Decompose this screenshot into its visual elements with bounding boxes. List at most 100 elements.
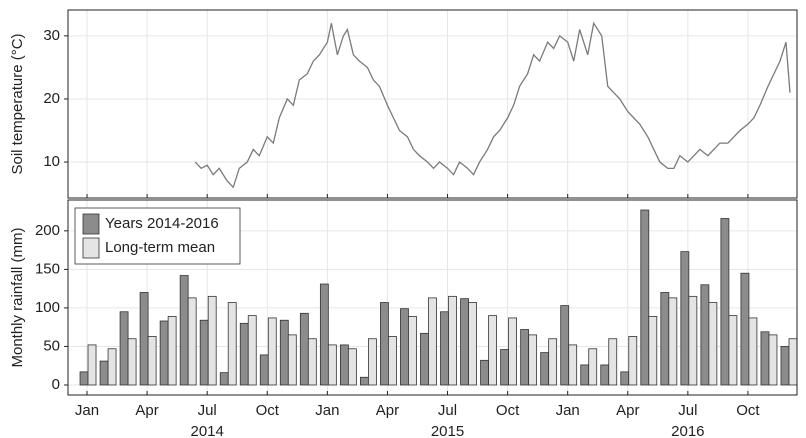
x-tick-label: Jan [556, 402, 580, 419]
bar [119, 311, 129, 386]
bar [440, 311, 449, 386]
x-tick-label: Apr [135, 402, 158, 419]
y-tick-label: 20 [43, 90, 60, 107]
bar [247, 315, 257, 386]
bar [227, 302, 237, 386]
bar [239, 322, 249, 386]
bar [788, 338, 798, 386]
bar [339, 344, 349, 386]
bar [347, 348, 357, 386]
x-tick-label: Jan [75, 402, 99, 419]
bar [368, 338, 377, 386]
bar [568, 344, 578, 386]
bar [307, 338, 317, 386]
bar [600, 364, 610, 386]
bar [259, 354, 269, 386]
bar [87, 344, 97, 386]
y-tick-label: 200 [35, 222, 60, 239]
bar [488, 315, 497, 386]
year-label: 2016 [671, 423, 704, 438]
bar [179, 275, 189, 386]
bar [480, 359, 489, 386]
bar [299, 312, 309, 386]
bar [720, 218, 730, 386]
bar [680, 251, 690, 386]
bar [660, 292, 670, 386]
bar [500, 349, 510, 386]
bar [548, 338, 558, 386]
x-tick-label: Jan [315, 402, 339, 419]
bar [608, 338, 618, 386]
bar [528, 334, 538, 386]
bar [668, 297, 678, 386]
bar [360, 376, 369, 386]
bar [327, 344, 337, 386]
bar [708, 302, 718, 386]
x-tick-label: Apr [376, 402, 399, 419]
bar [287, 334, 297, 386]
x-tick-label: Oct [736, 402, 760, 419]
bar [748, 317, 758, 386]
bar [648, 315, 658, 386]
bar [199, 319, 209, 386]
bar [408, 315, 417, 386]
bar [460, 298, 469, 386]
legend-box [74, 207, 241, 265]
plot-frame [67, 9, 798, 199]
bar [508, 317, 518, 386]
y-tick-label: 150 [35, 260, 60, 277]
y-axis-title: Monthly rainfall (mm) [9, 227, 26, 367]
bar [159, 320, 169, 386]
bar [99, 360, 109, 386]
bar [588, 348, 598, 386]
y-tick-label: 100 [35, 299, 60, 316]
y-tick-label: 0 [52, 376, 60, 393]
bar [319, 283, 329, 386]
bar [207, 295, 217, 386]
bar [728, 315, 738, 386]
bar [760, 331, 770, 386]
y-axis-title: Soil temperature (°C) [9, 33, 26, 174]
bar [267, 317, 277, 386]
x-tick-label: Oct [256, 402, 280, 419]
bar [468, 302, 477, 386]
bar [628, 336, 638, 386]
x-tick-label: Jul [678, 402, 697, 419]
bar [219, 372, 229, 386]
bar [768, 334, 778, 386]
year-label: 2015 [431, 423, 464, 438]
bar [127, 338, 137, 386]
bar [580, 364, 590, 386]
bar [780, 346, 790, 386]
bar [428, 297, 437, 386]
x-tick-label: Apr [616, 402, 639, 419]
bar [620, 371, 630, 386]
bar [279, 319, 289, 386]
x-tick-label: Oct [496, 402, 520, 419]
bar [688, 295, 698, 386]
x-tick-label: Jul [438, 402, 457, 419]
year-label: 2014 [191, 423, 224, 438]
bar [187, 297, 197, 386]
legend-swatch [82, 213, 100, 235]
bar [79, 371, 89, 386]
bar [700, 284, 710, 386]
bar [740, 272, 750, 386]
y-tick-label: 50 [43, 337, 60, 354]
bar [388, 336, 397, 386]
plot-frame [67, 199, 798, 396]
legend-swatch [82, 237, 100, 259]
legend-label: Years 2014-2016 [105, 215, 219, 232]
bar [380, 302, 389, 386]
bar [420, 332, 429, 386]
bar [448, 295, 457, 386]
bar [167, 315, 177, 386]
y-tick-label: 30 [43, 27, 60, 44]
legend-label: Long-term mean [105, 239, 215, 256]
bar [107, 348, 117, 386]
bar [139, 292, 149, 386]
bar [520, 329, 530, 386]
bar [640, 209, 650, 386]
y-tick-label: 10 [43, 153, 60, 170]
